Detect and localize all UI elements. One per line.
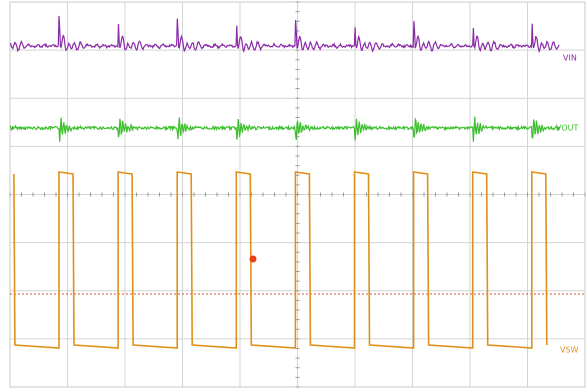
trace-label: VIN: [563, 54, 577, 63]
trigger-marker: [249, 255, 257, 263]
waveform: [9, 116, 561, 142]
waveforms: [9, 15, 561, 349]
waveform: [13, 171, 548, 349]
trace-label: VSW: [560, 346, 579, 355]
trace-label: VOUT: [556, 124, 578, 133]
waveform: [9, 15, 560, 54]
